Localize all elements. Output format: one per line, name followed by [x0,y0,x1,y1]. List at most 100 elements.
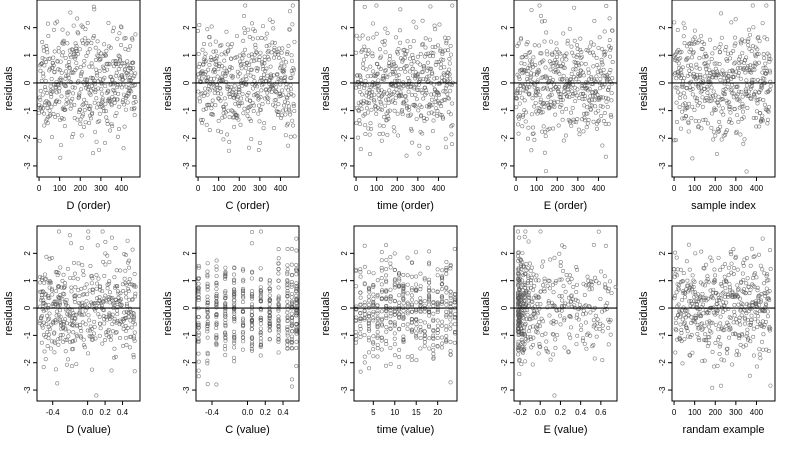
data-point [765,108,770,113]
data-point [437,22,442,27]
data-point [383,68,388,73]
data-point [362,316,367,321]
data-point [49,339,54,344]
data-point [250,342,255,347]
data-point [130,36,135,41]
data-point [241,38,246,43]
data-point [561,284,566,289]
data-point [540,110,545,115]
data-point [88,75,93,80]
data-point [564,273,569,278]
data-point [423,36,428,41]
data-point [738,322,743,327]
data-point [592,19,597,24]
data-point [533,315,538,320]
data-point [77,93,82,98]
data-point [723,87,728,92]
data-point [703,53,708,58]
data-point [104,115,109,120]
data-point [102,52,107,57]
data-point [743,70,748,75]
data-point [294,248,299,253]
data-point [384,289,389,294]
data-point [537,3,542,8]
data-point [61,50,66,55]
data-point [693,118,698,123]
data-point [557,251,562,256]
data-point [87,334,92,339]
data-point [85,40,90,45]
data-point [444,302,449,307]
data-point [57,301,62,306]
data-point [107,62,112,67]
data-point [538,229,543,234]
data-point [131,355,136,360]
data-point [205,269,210,274]
data-point [610,76,615,81]
data-point [564,57,569,62]
data-point [38,68,43,73]
data-point [205,329,210,334]
data-point [242,31,247,36]
data-point [369,126,374,131]
data-point [234,55,239,60]
data-point [563,53,568,58]
data-point [120,73,125,78]
data-point [543,129,548,134]
data-point [602,53,607,58]
data-point [418,51,423,56]
data-point [586,67,591,72]
data-point [591,64,596,69]
data-point [215,88,220,93]
data-point [103,84,108,89]
data-point [413,104,418,109]
data-point [90,290,95,295]
data-point [126,47,131,52]
data-point [81,63,86,68]
data-point [514,105,519,110]
data-point [448,339,453,344]
data-point [80,114,85,119]
data-point [536,67,541,72]
data-point [110,295,115,300]
data-point [98,326,103,331]
data-point [78,65,83,70]
data-point [40,106,45,111]
data-point [266,96,271,101]
data-point [606,317,611,322]
data-point [286,143,291,148]
data-point [365,51,370,56]
data-point [122,310,127,315]
data-point [392,278,397,283]
data-point [123,291,128,296]
data-point [688,47,693,52]
data-point [66,334,71,339]
x-tick-label: 0.0 [82,408,94,417]
data-point [609,290,614,295]
data-point [196,368,201,373]
data-point [404,64,409,69]
data-point [96,49,101,54]
data-point [267,286,272,291]
data-point [214,264,219,269]
data-point [108,290,113,295]
data-point [558,95,563,100]
data-point [196,51,201,56]
data-point [709,125,714,130]
data-point [528,50,533,55]
data-point [386,116,391,121]
data-point [287,109,292,114]
data-point [673,137,678,142]
data-point [214,341,219,346]
data-point [285,263,290,268]
data-point [448,295,453,300]
data-point [596,229,601,234]
data-point [82,292,87,297]
x-tick-label: 200 [391,184,405,193]
data-point [439,287,444,292]
data-point [45,121,50,126]
data-point [226,108,231,113]
data-point [607,54,612,59]
data-point [707,67,712,72]
data-point [211,76,216,81]
